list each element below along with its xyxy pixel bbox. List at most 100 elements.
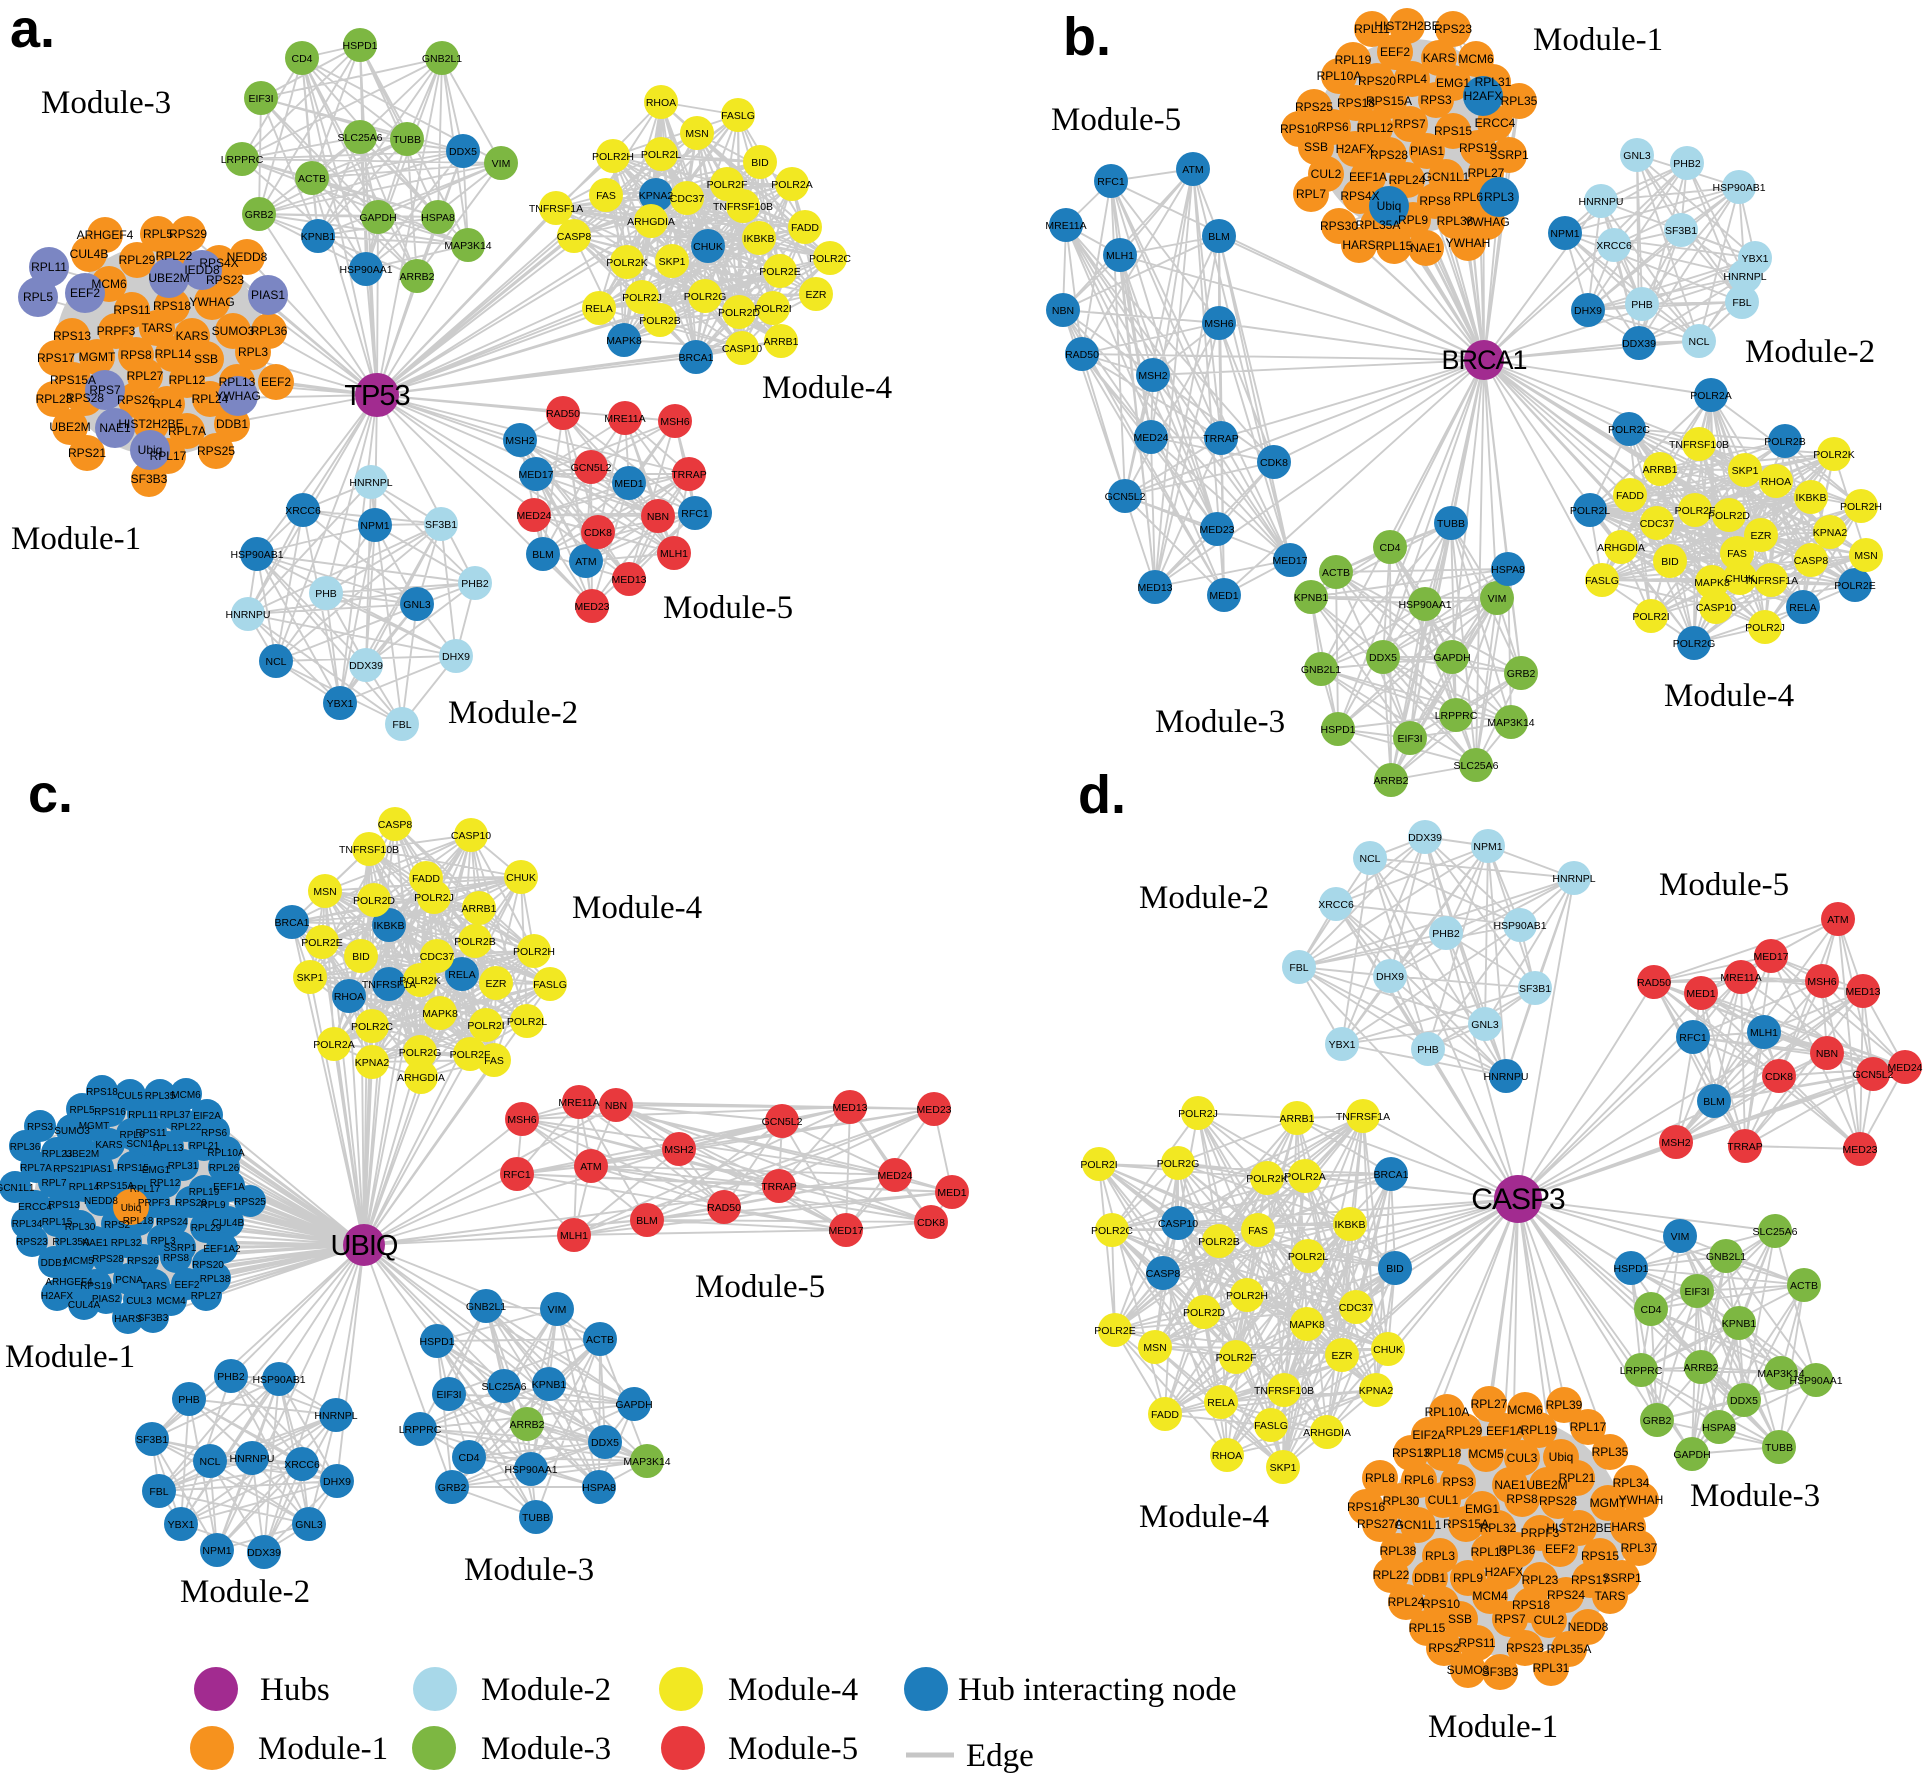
svg-text:RPS8: RPS8 — [120, 348, 152, 362]
svg-text:RPL27: RPL27 — [127, 369, 164, 383]
svg-text:GNL3: GNL3 — [295, 1519, 323, 1531]
svg-text:LRPPRC: LRPPRC — [221, 154, 264, 166]
svg-text:RPS16: RPS16 — [94, 1107, 126, 1118]
svg-text:RPL29: RPL29 — [191, 1223, 222, 1234]
svg-text:Ubiq: Ubiq — [1377, 199, 1402, 213]
svg-text:GNB2L1: GNB2L1 — [1301, 664, 1341, 676]
svg-text:MGMT: MGMT — [1590, 1496, 1627, 1510]
svg-text:CASP10: CASP10 — [1158, 1218, 1198, 1230]
svg-text:NAE1: NAE1 — [1410, 241, 1442, 255]
svg-text:POLR2H: POLR2H — [592, 151, 634, 163]
svg-text:FADD: FADD — [1616, 490, 1644, 502]
svg-text:GNL3: GNL3 — [403, 599, 431, 611]
svg-text:Module-4: Module-4 — [1139, 1499, 1269, 1535]
svg-text:YWHAG: YWHAG — [189, 295, 234, 309]
svg-text:PRPF3: PRPF3 — [97, 324, 136, 338]
svg-text:PIAS1: PIAS1 — [84, 1164, 113, 1175]
svg-text:MED17: MED17 — [1753, 951, 1788, 963]
svg-text:RPL24: RPL24 — [192, 392, 229, 406]
svg-text:POLR2L: POLR2L — [507, 1016, 547, 1028]
svg-text:POLR2E: POLR2E — [301, 937, 342, 949]
svg-text:HSPA8: HSPA8 — [1491, 564, 1525, 576]
svg-text:EEF2: EEF2 — [1380, 45, 1410, 59]
svg-text:POLR2L: POLR2L — [641, 149, 681, 161]
svg-text:CHUK: CHUK — [506, 872, 536, 884]
svg-text:Module-4: Module-4 — [762, 370, 892, 406]
svg-text:SF3B1: SF3B1 — [1519, 983, 1551, 995]
svg-text:TUBB: TUBB — [1437, 518, 1465, 530]
svg-text:GCN5L2: GCN5L2 — [762, 1116, 803, 1128]
svg-text:Hubs: Hubs — [260, 1672, 330, 1708]
svg-text:RPL13: RPL13 — [153, 1143, 184, 1154]
svg-text:Module-4: Module-4 — [1664, 678, 1794, 714]
svg-text:RPL23: RPL23 — [42, 1149, 73, 1160]
svg-text:DDX39: DDX39 — [349, 660, 383, 672]
svg-text:RPS19: RPS19 — [1459, 141, 1497, 155]
svg-text:RPS15A: RPS15A — [50, 373, 96, 387]
svg-text:RPS26: RPS26 — [117, 393, 155, 407]
svg-text:RPL35A: RPL35A — [1547, 1642, 1592, 1656]
svg-text:POLR2D: POLR2D — [1183, 1307, 1225, 1319]
svg-text:RELA: RELA — [1207, 1397, 1234, 1409]
svg-text:HSPD1: HSPD1 — [342, 40, 377, 52]
svg-text:TRRAP: TRRAP — [761, 1181, 797, 1193]
svg-text:RPS7: RPS7 — [1494, 1612, 1526, 1626]
svg-text:CASP10: CASP10 — [1696, 602, 1736, 614]
svg-text:POLR2I: POLR2I — [1080, 1159, 1117, 1171]
svg-text:CDC37: CDC37 — [1640, 518, 1675, 530]
svg-text:MED1: MED1 — [1209, 590, 1238, 602]
svg-text:IEDD8: IEDD8 — [184, 263, 220, 277]
svg-text:CASP10: CASP10 — [451, 830, 491, 842]
svg-text:TNFRSF10B: TNFRSF10B — [1254, 1385, 1314, 1397]
svg-text:HNRNPU: HNRNPU — [1484, 1071, 1529, 1083]
svg-text:RPL5: RPL5 — [69, 1105, 94, 1116]
svg-text:TP53: TP53 — [344, 380, 409, 412]
svg-text:MLH1: MLH1 — [560, 1230, 588, 1242]
svg-text:Module-3: Module-3 — [1690, 1478, 1820, 1514]
svg-text:RPL26: RPL26 — [209, 1163, 240, 1174]
svg-text:RPL35: RPL35 — [1592, 1445, 1629, 1459]
svg-text:RPL34: RPL34 — [12, 1219, 43, 1230]
svg-text:FAS: FAS — [1248, 1225, 1268, 1237]
svg-text:RPS23: RPS23 — [206, 273, 244, 287]
svg-text:ARHGDIA: ARHGDIA — [397, 1072, 445, 1084]
svg-text:Module-5: Module-5 — [663, 590, 793, 626]
svg-text:ARRB1: ARRB1 — [1279, 1113, 1314, 1125]
svg-text:POLR2E: POLR2E — [759, 266, 800, 278]
svg-text:RAD50: RAD50 — [546, 408, 580, 420]
svg-text:YWHAG: YWHAG — [1464, 215, 1509, 229]
svg-text:RELA: RELA — [448, 969, 475, 981]
svg-text:CDK8: CDK8 — [917, 1217, 945, 1229]
svg-text:MED24: MED24 — [516, 510, 551, 522]
svg-text:Module-1: Module-1 — [11, 521, 141, 557]
svg-text:RPS17: RPS17 — [1571, 1573, 1609, 1587]
svg-text:RPL6: RPL6 — [1404, 1473, 1434, 1487]
svg-text:POLR2K: POLR2K — [1246, 1173, 1287, 1185]
svg-text:a.: a. — [10, 0, 55, 59]
svg-text:RPL39: RPL39 — [1546, 1398, 1583, 1412]
svg-text:DDB1: DDB1 — [216, 417, 248, 431]
svg-text:MRE11A: MRE11A — [558, 1097, 599, 1109]
svg-text:MGMT: MGMT — [79, 1121, 110, 1132]
svg-text:GAPDH: GAPDH — [615, 1399, 652, 1411]
svg-text:RPL37: RPL37 — [160, 1110, 191, 1121]
svg-text:DDX39: DDX39 — [1408, 832, 1442, 844]
svg-text:FAS: FAS — [484, 1055, 504, 1067]
svg-text:RPL8: RPL8 — [1365, 1471, 1395, 1485]
svg-text:VIM: VIM — [1488, 593, 1507, 605]
svg-text:IKBKB: IKBKB — [374, 920, 405, 932]
svg-text:POLR2D: POLR2D — [1708, 510, 1750, 522]
svg-text:Module-2: Module-2 — [481, 1672, 611, 1708]
svg-text:RPL24: RPL24 — [1389, 173, 1426, 187]
svg-text:RPS15: RPS15 — [1434, 124, 1472, 138]
svg-text:CHUK: CHUK — [1373, 1344, 1403, 1356]
svg-text:PCNA: PCNA — [115, 1275, 143, 1286]
svg-text:HNRNPU: HNRNPU — [226, 609, 271, 621]
svg-text:MCM6: MCM6 — [171, 1090, 201, 1101]
svg-text:EZR: EZR — [806, 289, 827, 301]
svg-text:PHB: PHB — [1417, 1044, 1439, 1056]
svg-text:PHB: PHB — [315, 588, 337, 600]
svg-text:H2AFX: H2AFX — [41, 1291, 74, 1302]
svg-text:DHX9: DHX9 — [323, 1476, 351, 1488]
svg-text:Module-5: Module-5 — [1659, 867, 1789, 903]
